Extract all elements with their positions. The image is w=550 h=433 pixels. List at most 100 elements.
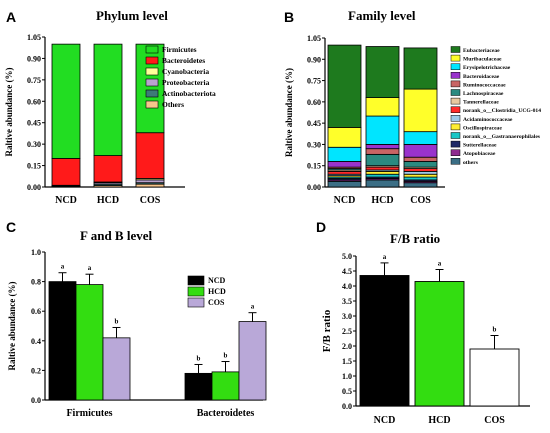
c-y-tick-label: 0.6 [31, 307, 41, 316]
panel-letter-d: D [316, 219, 326, 235]
c-significance-letter: b [115, 317, 119, 325]
b-legend-label: Ruminococcaceae [463, 82, 506, 88]
b-bar-segment [403, 131, 438, 145]
b-bar-segment [403, 47, 438, 90]
b-legend-label: Oscillospiraceae [463, 125, 502, 131]
b-legend-swatch [450, 46, 461, 53]
b-y-tick-label: 0.60 [307, 98, 321, 107]
c-legend-swatch [187, 286, 205, 297]
c-y-tick-label: 0.0 [31, 396, 41, 405]
c-significance-letter: a [61, 263, 65, 271]
b-y-tick-label: 0.75 [307, 77, 321, 86]
b-legend-label: Lachnospiraceae [463, 91, 504, 97]
d-y-tick-label: 1.5 [342, 357, 352, 366]
d-y-tick-label: 3.0 [342, 312, 352, 321]
b-y-tick-label: 0.15 [307, 162, 321, 171]
b-legend-label: Eubacteriaceae [463, 48, 500, 54]
b-bar-segment [365, 153, 400, 167]
a-x-tick-label: COS [140, 195, 161, 206]
b-legend-swatch [450, 89, 461, 96]
b-bar-segment [403, 161, 438, 168]
a-legend-swatch [145, 78, 159, 87]
d-y-axis-title: F/B ratio [321, 309, 333, 352]
c-legend-label: COS [208, 298, 225, 307]
c-bar [102, 337, 131, 401]
c-bar [75, 284, 104, 401]
panel-d-title: F/B ratio [390, 231, 440, 246]
a-bar-segment [51, 43, 81, 159]
b-bar-segment [327, 127, 362, 148]
panel-d-chart: 0.0 0.5 1.0 1.5 2.0 2.5 3.0 3.5 4.0 4.5 5.0 F/B rat… [321, 252, 530, 426]
d-y-tick-label: 0.0 [342, 402, 352, 411]
a-y-tick-label: 1.05 [27, 33, 41, 42]
b-bar-segment [365, 97, 400, 117]
a-bar-segment [93, 43, 123, 156]
b-legend-label: norank_o__Gastranaerophilales [463, 134, 541, 140]
panel-a-title: Phylum level [96, 8, 168, 23]
a-legend-label: Proteobacteria [162, 78, 210, 87]
b-legend-swatch [450, 72, 461, 79]
a-x-tick-label: HCD [97, 195, 119, 206]
panel-letter-c: C [6, 219, 16, 235]
b-legend-label: norank_o__Clostridia_UCG-014 [463, 108, 541, 114]
b-bar-segment [403, 156, 438, 162]
a-legend-swatch [145, 89, 159, 98]
b-legend-swatch [450, 115, 461, 122]
b-legend-swatch [450, 123, 461, 131]
b-bar-segment [365, 173, 400, 178]
a-bar-segment [135, 179, 165, 184]
b-legend-label: Sutterellaceae [463, 143, 497, 149]
c-y-tick-label: 0.8 [31, 278, 41, 287]
b-legend-swatch [450, 140, 461, 148]
a-y-tick-label: 0.15 [27, 162, 41, 171]
d-bar [414, 281, 465, 407]
b-legend-swatch [450, 63, 461, 70]
d-significance-letter: a [438, 260, 442, 268]
b-x-tick-label: HCD [371, 195, 393, 206]
a-y-tick-label: 0.75 [27, 76, 41, 85]
b-legend-label: Muribaculaceae [463, 57, 502, 63]
a-y-tick-label: 0.30 [27, 140, 41, 149]
d-y-tick-label: 5.0 [342, 252, 352, 261]
c-legend-swatch [187, 297, 205, 308]
b-legend-swatch [450, 149, 461, 156]
b-bar-segment [403, 182, 438, 188]
c-significance-letter: a [88, 264, 92, 272]
b-bar-segment [365, 179, 400, 188]
b-legend-swatch [450, 80, 461, 88]
c-bar [238, 321, 267, 401]
panel-c-title: F and B level [80, 228, 152, 243]
a-bar-segment [135, 43, 165, 134]
c-legend-label: NCD [208, 276, 226, 285]
a-y-tick-label: 0.60 [27, 97, 41, 106]
b-legend-swatch [450, 158, 461, 165]
a-legend-swatch [145, 45, 159, 54]
b-bar-segment [365, 115, 400, 145]
panel-b-title: Family level [348, 8, 416, 23]
a-legend-label: Others [162, 100, 184, 109]
c-y-tick-label: 0.4 [31, 337, 41, 346]
b-bar-segment [365, 166, 400, 171]
d-y-tick-label: 3.5 [342, 297, 352, 306]
d-y-tick-label: 2.5 [342, 327, 352, 336]
c-bar [211, 371, 240, 401]
b-legend-label: Erysipelotrichaceae [463, 65, 511, 71]
c-bar [184, 372, 213, 401]
b-bar-segment [365, 46, 400, 98]
b-bar-segment [327, 44, 362, 128]
panel-letter-a: A [6, 9, 16, 25]
d-x-tick-label: COS [484, 415, 505, 426]
d-y-tick-label: 4.0 [342, 282, 352, 291]
b-x-tick-label: COS [410, 195, 431, 206]
a-legend-label: Firmicutes [162, 45, 197, 54]
a-bar-segment [135, 183, 165, 188]
b-legend-label: Tannerellaceae [463, 100, 499, 106]
c-y-axis-title: Raltive abundance (%) [7, 281, 17, 370]
a-legend-swatch [145, 67, 159, 76]
a-x-tick-label: NCD [55, 195, 77, 206]
d-significance-letter: a [383, 253, 387, 261]
b-bar-segment [365, 170, 400, 175]
b-bar-segment [327, 180, 362, 188]
